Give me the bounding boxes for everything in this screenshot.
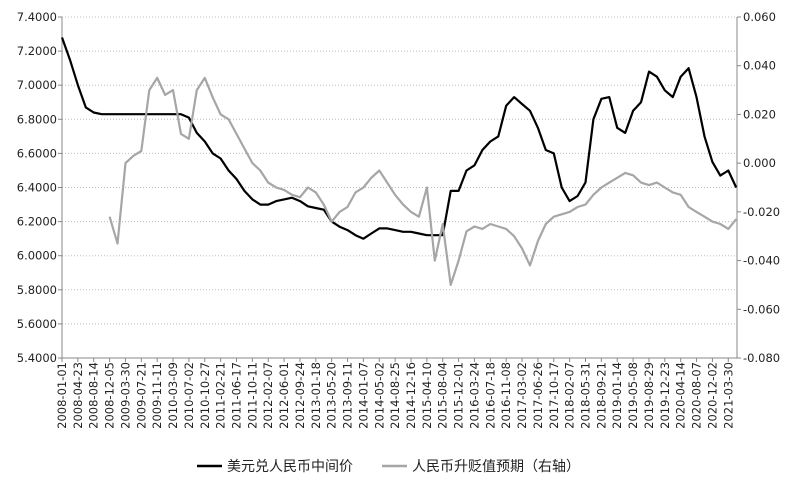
- y-tick-label: 5.6000: [17, 317, 57, 331]
- y-tick-label: 6.0000: [17, 249, 57, 263]
- x-tick-label: 2010-10-27: [198, 362, 212, 429]
- x-tick-label: 2020-12-02: [705, 362, 719, 429]
- x-tick-label: 2016-11-08: [499, 362, 513, 429]
- y-tick-label: 5.4000: [17, 351, 57, 365]
- x-tick-label: 2014-01-07: [356, 362, 370, 429]
- legend-label: 人民币升贬值预期（右轴）: [412, 459, 580, 475]
- x-tick-label: 2014-12-16: [404, 362, 418, 429]
- x-tick-label: 2008-12-05: [103, 362, 117, 429]
- y2-tick-label: -0.080: [743, 351, 780, 365]
- y2-tick-label: 0.040: [743, 59, 776, 73]
- x-tick-label: 2008-04-23: [71, 362, 85, 429]
- x-tick-label: 2009-03-30: [118, 362, 132, 429]
- x-tick-label: 2014-05-02: [372, 362, 386, 429]
- x-tick-label: 2015-04-10: [420, 362, 434, 429]
- y-tick-label: 7.2000: [17, 44, 57, 58]
- y-tick-label: 6.2000: [17, 215, 57, 229]
- x-tick-label: 2019-05-08: [626, 362, 640, 429]
- y2-tick-label: 0.020: [743, 107, 776, 121]
- y2-tick-label: -0.060: [743, 302, 780, 316]
- x-tick-label: 2018-02-07: [563, 362, 577, 429]
- x-tick-label: 2016-07-18: [483, 362, 497, 429]
- x-tick-label: 2018-09-21: [594, 362, 608, 429]
- y2-tick-label: -0.040: [743, 254, 780, 268]
- x-tick-label: 2017-10-17: [547, 362, 561, 429]
- x-tick-label: 2012-02-07: [261, 362, 275, 429]
- x-tick-label: 2019-12-23: [658, 362, 672, 429]
- x-tick-label: 2020-08-07: [690, 362, 704, 429]
- x-tick-label: 2008-08-14: [87, 362, 101, 429]
- y2-tick-label: 0.060: [743, 10, 776, 24]
- x-tick-label: 2009-11-11: [150, 362, 164, 429]
- y-tick-label: 7.0000: [17, 78, 57, 92]
- x-tick-label: 2015-12-01: [452, 362, 466, 429]
- x-tick-label: 2019-01-14: [610, 362, 624, 429]
- y-tick-label: 6.4000: [17, 181, 57, 195]
- y-tick-label: 6.6000: [17, 146, 57, 160]
- x-tick-label: 2016-03-24: [467, 362, 481, 429]
- x-tick-label: 2019-08-29: [642, 362, 656, 429]
- x-tick-label: 2010-07-02: [182, 362, 196, 429]
- x-tick-label: 2017-03-02: [515, 362, 529, 429]
- x-tick-label: 2021-03-30: [721, 362, 735, 429]
- x-tick-label: 2013-05-20: [325, 362, 339, 429]
- x-tick-label: 2012-06-01: [277, 362, 291, 429]
- x-tick-label: 2010-03-09: [166, 362, 180, 429]
- x-tick-label: 2015-08-04: [436, 362, 450, 429]
- x-tick-label: 2009-07-21: [134, 362, 148, 429]
- y2-tick-label: -0.020: [743, 205, 780, 219]
- x-tick-label: 2011-06-17: [230, 362, 244, 429]
- y-tick-label: 6.8000: [17, 112, 57, 126]
- x-tick-label: 2014-08-25: [388, 362, 402, 429]
- x-tick-label: 2017-06-26: [531, 362, 545, 429]
- x-tick-label: 2013-01-18: [309, 362, 323, 429]
- x-tick-label: 2011-02-21: [214, 362, 228, 429]
- series-line: [60, 37, 738, 240]
- x-tick-label: 2018-05-31: [579, 362, 593, 429]
- y-tick-label: 7.4000: [17, 10, 57, 24]
- x-tick-label: 2008-01-01: [55, 362, 69, 429]
- x-tick-label: 2020-04-14: [674, 362, 688, 429]
- series-line: [108, 76, 738, 286]
- x-tick-label: 2011-10-11: [245, 362, 259, 429]
- y-tick-label: 5.8000: [17, 283, 57, 297]
- x-tick-label: 2012-09-24: [293, 362, 307, 429]
- x-tick-label: 2013-09-11: [341, 362, 355, 429]
- legend-label: 美元兑人民币中间价: [227, 459, 353, 475]
- y2-tick-label: 0.000: [743, 156, 776, 170]
